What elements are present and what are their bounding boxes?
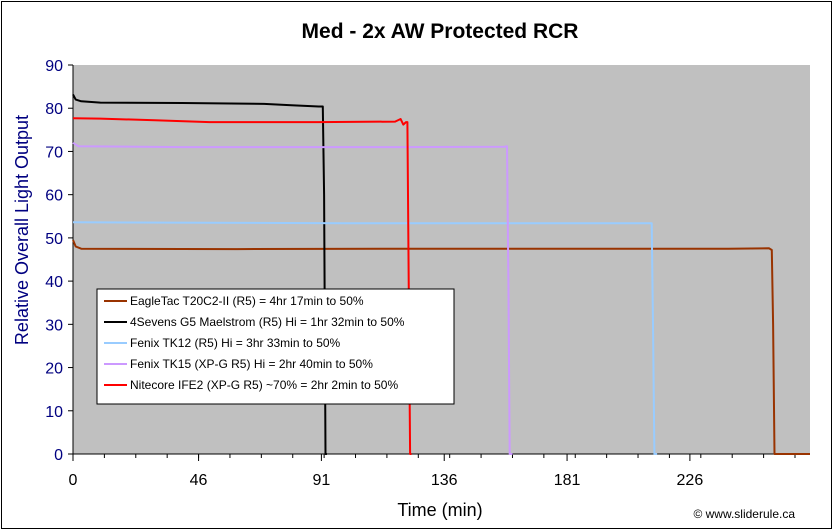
y-axis-ticks: 0 10 20 30 40 50 60 70 80 90	[45, 58, 73, 464]
series-line-3	[72, 221, 658, 455]
x-tick-label: 46	[190, 472, 208, 489]
legend-box	[96, 288, 455, 405]
y-tick-label: 70	[45, 144, 63, 161]
legend: EagleTac T20C2-II (R5) = 4hr 17min to 50…	[96, 288, 455, 405]
x-tick-label: 181	[554, 472, 581, 489]
series-line-5	[72, 117, 412, 455]
x-tick-label: 0	[69, 472, 78, 489]
y-tick-label: 80	[45, 101, 63, 118]
legend-label-5: Nitecore IFE2 (XP-G R5) ~70% = 2hr 2min …	[130, 378, 398, 392]
x-axis-ticks: 0 46 91 136 181 226	[69, 454, 796, 489]
series-lines	[72, 93, 810, 455]
series-line-2	[72, 93, 327, 455]
y-tick-label: 30	[45, 317, 63, 334]
y-tick-label: 10	[45, 404, 63, 421]
y-tick-label: 0	[54, 447, 63, 464]
x-axis-label: Time (min)	[397, 500, 482, 520]
x-tick-label: 91	[312, 472, 330, 489]
credit-text: © www.sliderule.ca	[693, 507, 795, 521]
y-tick-label: 20	[45, 361, 63, 378]
x-tick-label: 136	[431, 472, 458, 489]
legend-label-3: Fenix TK12 (R5) Hi = 3hr 33min to 50%	[130, 336, 341, 350]
legend-label-1: EagleTac T20C2-II (R5) = 4hr 17min to 50…	[130, 294, 364, 308]
series-line-4	[72, 141, 513, 455]
x-tick-label: 226	[677, 472, 704, 489]
y-axis-label: Relative Overall Light Output	[12, 115, 32, 345]
chart-title: Med - 2x AW Protected RCR	[302, 20, 579, 43]
y-tick-label: 50	[45, 231, 63, 248]
legend-label-4: Fenix TK15 (XP-G R5) Hi = 2hr 40min to 5…	[130, 357, 373, 371]
series-line-1	[72, 239, 810, 455]
y-tick-label: 90	[45, 58, 63, 75]
y-tick-label: 40	[45, 274, 63, 291]
legend-label-2: 4Sevens G5 Maelstrom (R5) Hi = 1hr 32min…	[130, 315, 405, 329]
y-tick-label: 60	[45, 188, 63, 205]
